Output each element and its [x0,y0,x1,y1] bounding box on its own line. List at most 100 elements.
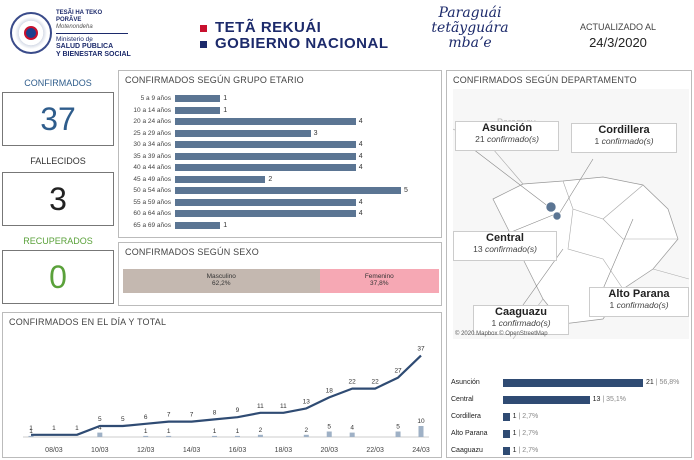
daily-bar[interactable] [303,434,309,437]
department-row-label: Central [451,396,474,403]
age-bar-value: 5 [404,187,408,194]
fallecidos-label: FALLECIDOS [30,156,86,166]
department-row-label: Asunción [451,379,480,386]
age-row[interactable]: 35 a 39 años 4 [119,151,439,162]
department-row[interactable]: Cordillera 1 | 2,7% [447,411,687,423]
age-bar[interactable] [175,95,221,102]
department-bar[interactable] [503,447,510,455]
age-bar[interactable] [175,198,356,206]
age-row[interactable]: 50 a 54 años 5 [119,185,439,196]
department-bar[interactable] [503,413,510,421]
daily-bar-label: 5 [396,424,400,431]
age-row[interactable]: 25 a 29 años 3 [119,128,439,139]
department-bar[interactable] [503,430,510,438]
daily-bar-label: 10 [417,418,425,425]
total-point-label: 8 [213,409,217,416]
age-row[interactable]: 10 a 14 años 1 [119,105,439,116]
age-panel-title: CONFIRMADOS SEGÚN GRUPO ETARIO [125,75,304,85]
age-bar[interactable] [175,164,356,171]
daily-bar[interactable] [143,435,149,437]
daily-bar[interactable] [97,432,103,437]
department-bar[interactable] [503,396,590,404]
male-pct: 62,2% [212,280,231,287]
department-panel: CONFIRMADOS SEGÚN DEPARTAMENTO Paraguay … [446,70,692,458]
department-row[interactable]: Asunción 21 | 56,8% [447,377,687,389]
daily-bar-label: 4 [98,425,102,432]
age-bar[interactable] [175,210,356,217]
daily-bar-label: 4 [350,425,354,432]
age-bar[interactable] [175,141,356,148]
department-row[interactable]: Central 13 | 35,1% [447,394,687,406]
male-label: Masculino [206,273,236,280]
callout-asuncion-name: Asunción [481,122,533,134]
total-point-label: 22 [349,379,357,386]
department-map[interactable]: Paraguay Asunción 21 confirmado(s) Cordi… [453,89,689,339]
age-bar[interactable] [175,152,356,160]
callout-central-count: 13 [473,244,483,254]
callout-asuncion: Asunción 21 confirmado(s) [455,121,559,151]
age-bar[interactable] [175,175,266,183]
age-row[interactable]: 65 a 69 años 1 [119,220,439,231]
daily-bar-label: 1 [213,428,217,435]
age-bar-value: 4 [358,118,363,125]
age-bar[interactable] [175,129,311,137]
age-row-label: 25 a 29 años [133,129,171,137]
male-bar[interactable]: Masculino 62,2% [123,269,320,293]
age-bar-value: 4 [358,198,363,206]
fallecidos-value: 3 [49,181,67,217]
age-row[interactable]: 5 a 9 años 1 [119,93,439,104]
age-row[interactable]: 55 a 59 años 4 [119,197,439,208]
daily-bar-label: 2 [304,427,308,434]
central-marker[interactable] [552,211,562,221]
daily-bar-label: 1 [29,428,33,435]
age-row[interactable]: 60 a 64 años 4 [119,208,439,219]
department-bar[interactable] [503,379,643,387]
daily-bar[interactable] [28,435,34,437]
age-bar[interactable] [175,221,221,229]
daily-bar[interactable] [212,435,218,437]
daily-bar[interactable] [166,435,172,437]
department-bar-value: 21 | 56,8% [646,379,680,386]
daily-bar[interactable] [326,431,332,438]
confirmados-label: CONFIRMADOS [24,78,92,88]
age-bar[interactable] [175,187,401,194]
department-row[interactable]: Alto Parana 1 | 2,7% [447,428,687,440]
age-row-label: 45 a 49 años [133,175,171,183]
asuncion-marker[interactable] [545,201,557,213]
age-row-label: 30 a 34 años [133,141,171,148]
daily-bar[interactable] [234,435,240,437]
updated-block: ACTUALIZADO AL 24/3/2020 [568,22,668,50]
age-row[interactable]: 45 a 49 años 2 [119,174,439,185]
age-bar-value: 4 [358,141,363,148]
age-bar[interactable] [175,106,221,114]
daily-bar[interactable] [349,432,355,437]
department-row-label: Cordillera [451,413,481,420]
recuperados-value: 0 [49,259,67,295]
female-bar[interactable]: Femenino 37,8% [319,269,439,293]
gov-line-1: TESÃI HA TEKO [56,10,103,16]
timeline-panel-title: CONFIRMADOS EN EL DÍA Y TOTAL [9,317,167,327]
department-row[interactable]: Caaguazu 1 | 2,7% [447,445,687,457]
age-row[interactable]: 40 a 44 años 4 [119,162,439,173]
daily-bar[interactable] [257,434,263,437]
gobierno-nacional-logo: TETÃ REKUÁI GOBIERNO NACIONAL [200,20,389,52]
header: TESÃI HA TEKO PORÃVE Motenondeha Ministe… [0,0,694,66]
total-point-label: 11 [257,403,264,410]
callout-alto-parana-unit: confirmado(s) [616,300,669,310]
age-row[interactable]: 20 a 24 años 4 [119,116,439,127]
x-tick-label: 24/03 [412,447,430,454]
total-point-label: 11 [280,403,287,410]
total-point-label: 22 [372,379,380,386]
total-point-label: 1 [29,425,33,432]
daily-bar[interactable] [418,426,424,437]
age-bar[interactable] [175,118,356,125]
daily-bar[interactable] [395,431,401,438]
total-line[interactable] [31,354,422,436]
age-row-label: 65 a 69 años [133,221,171,229]
age-row[interactable]: 30 a 34 años 4 [119,139,439,150]
paraguai-script-logo: Paraguái tetãyguára mbaʼe [431,5,509,51]
department-bar-value: 1 | 2,7% [512,430,539,437]
x-tick-label: 22/03 [366,447,384,454]
